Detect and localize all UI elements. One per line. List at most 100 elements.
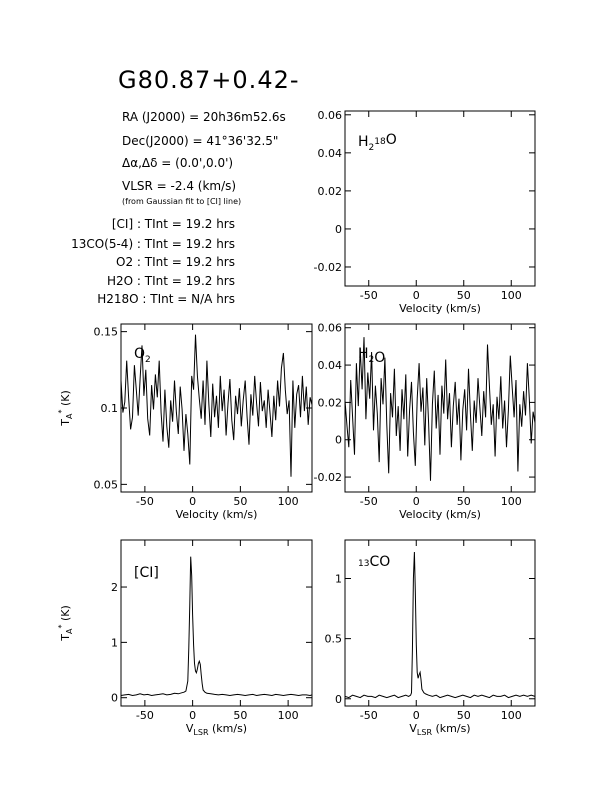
vlsr-note: (from Gaussian fit to [CI] line): [122, 197, 242, 206]
offset-label: Δα,Δδ =: [122, 156, 176, 170]
x-axis-label: VLSR (km/s): [409, 722, 470, 737]
dec-value: 41°36'32.5": [206, 134, 279, 148]
x-tick-label: 0: [189, 495, 196, 508]
chart-panel-h2o: -50 0 50 100 -0.02 0 0.02 0.04 0.06 H2O Velocity (…: [314, 322, 536, 521]
x-tick-label: 50: [457, 709, 471, 722]
integration-line-name: O2 :: [116, 255, 145, 269]
x-tick-label: -50: [136, 495, 154, 508]
integration-time-row: O2 : TInt = 19.2 hrs: [116, 255, 235, 269]
offset-value: (0.0',0.0'): [175, 156, 234, 170]
x-tick-label: 50: [233, 495, 247, 508]
dec-line: Dec(J2000) = 41°36'32.5": [122, 134, 278, 148]
integration-tint-label: TInt =: [144, 217, 186, 231]
x-tick-label: 100: [501, 289, 522, 302]
y-axis-label: TA* (K): [57, 390, 74, 427]
x-tick-label: 100: [278, 495, 299, 508]
y-tick-label: 0: [335, 434, 342, 447]
plot-frame: [344, 539, 536, 707]
x-tick-label: 50: [233, 709, 247, 722]
chart-panel-ci: -50 0 50 100 0 1 2 [CI] VLSR (km/s) TA* (K): [57, 539, 313, 737]
y-tick-label: 0.06: [318, 322, 343, 335]
y-tick-label: 0.05: [94, 478, 119, 491]
integration-tint-label: TInt =: [144, 237, 186, 251]
y-tick-label: 2: [111, 581, 118, 594]
ra-line: RA (J2000) = 20h36m52.6s: [122, 110, 286, 124]
x-tick-label: -50: [360, 289, 378, 302]
y-tick-label: 0.5: [325, 633, 343, 646]
y-tick-label: 0: [111, 692, 118, 705]
line-label: [CI]: [134, 565, 159, 581]
chart-panel-h218o: -50 0 50 100 -0.02 0 0.02 0.04 0.06 H218O Velocity…: [314, 109, 536, 315]
vlsr-line: VLSR = -2.4 (km/s): [122, 179, 236, 193]
x-tick-label: 100: [501, 709, 522, 722]
integration-line-name: H2O :: [107, 274, 145, 288]
x-tick-label: 0: [413, 495, 420, 508]
y-axis-label: TA* (K): [57, 605, 74, 642]
integration-time-row: 13CO(5-4) : TInt = 19.2 hrs: [71, 237, 235, 251]
y-tick-label: 1: [111, 636, 118, 649]
integration-time-value: 19.2 hrs: [185, 274, 235, 288]
integration-line-name: 13CO(5-4) :: [71, 237, 145, 251]
vlsr-value: -2.4 (km/s): [170, 179, 237, 193]
x-axis-label: Velocity (km/s): [399, 302, 481, 315]
integration-time-row: H2O : TInt = 19.2 hrs: [107, 274, 235, 288]
x-tick-label: 100: [501, 495, 522, 508]
ra-value: 20h36m52.6s: [203, 110, 286, 124]
integration-time-value: 19.2 hrs: [185, 255, 235, 269]
integration-line-name: H218O :: [97, 292, 151, 306]
line-label: H2O: [358, 346, 385, 366]
y-tick-label: 0.15: [94, 326, 119, 339]
line-label: H218O: [358, 132, 397, 153]
x-axis-label: Velocity (km/s): [176, 508, 258, 521]
integration-line-name: [CI] :: [111, 217, 145, 231]
y-tick-label: 0: [335, 223, 342, 236]
plot-frame: [120, 323, 313, 493]
y-tick-label: 0.1: [101, 402, 119, 415]
y-tick-label: 0.04: [318, 147, 343, 160]
x-axis-label: VLSR (km/s): [186, 722, 247, 737]
spectrum-line: [344, 337, 536, 481]
integration-time-row: [CI] : TInt = 19.2 hrs: [112, 217, 235, 231]
spectrum-line: [120, 556, 313, 697]
integration-tint-label: TInt =: [144, 274, 186, 288]
y-tick-label: -0.02: [314, 471, 342, 484]
line-label: O2: [134, 346, 151, 365]
integration-tint-label: TInt =: [150, 292, 192, 306]
x-tick-label: 100: [278, 709, 299, 722]
spectrum-line: [344, 551, 536, 699]
ra-label: RA (J2000) =: [122, 110, 203, 124]
x-tick-label: 0: [413, 289, 420, 302]
x-tick-label: -50: [360, 495, 378, 508]
x-tick-label: -50: [360, 709, 378, 722]
plot-frame: [120, 539, 313, 707]
x-tick-label: 50: [457, 289, 471, 302]
offset-line: Δα,Δδ = (0.0',0.0'): [122, 156, 233, 170]
y-tick-label: 1: [335, 572, 342, 585]
y-tick-label: 0: [335, 693, 342, 706]
integration-time-row: H218O : TInt = N/A hrs: [97, 292, 235, 306]
plot-frame: [344, 323, 536, 493]
x-tick-label: 0: [189, 709, 196, 722]
y-tick-label: 0.06: [318, 109, 343, 122]
line-label: 13CO: [358, 554, 390, 570]
chart-panel-o2: -50 0 50 100 0.05 0.1 0.15 O2 Velocity (km/s) TA*…: [57, 323, 313, 521]
x-tick-label: -50: [136, 709, 154, 722]
plot-frame: [344, 110, 536, 287]
integration-time-value: 19.2 hrs: [185, 237, 235, 251]
vlsr-label: VLSR =: [122, 179, 171, 193]
x-tick-label: 50: [457, 495, 471, 508]
x-tick-label: 0: [413, 709, 420, 722]
y-tick-label: 0.02: [318, 396, 343, 409]
y-tick-label: 0.02: [318, 185, 343, 198]
integration-time-value: 19.2 hrs: [185, 217, 235, 231]
y-tick-label: -0.02: [314, 261, 342, 274]
x-axis-label: Velocity (km/s): [399, 508, 481, 521]
dec-label: Dec(J2000) =: [122, 134, 207, 148]
chart-panel-13co: -50 0 50 100 0 0.5 1 13CO VLSR (km/s): [325, 539, 536, 737]
integration-time-value: N/A hrs: [191, 292, 235, 306]
y-tick-label: 0.04: [318, 359, 343, 372]
spectrum-line: [120, 334, 313, 477]
integration-tint-label: TInt =: [144, 255, 186, 269]
source-title: G80.87+0.42-: [118, 66, 300, 94]
